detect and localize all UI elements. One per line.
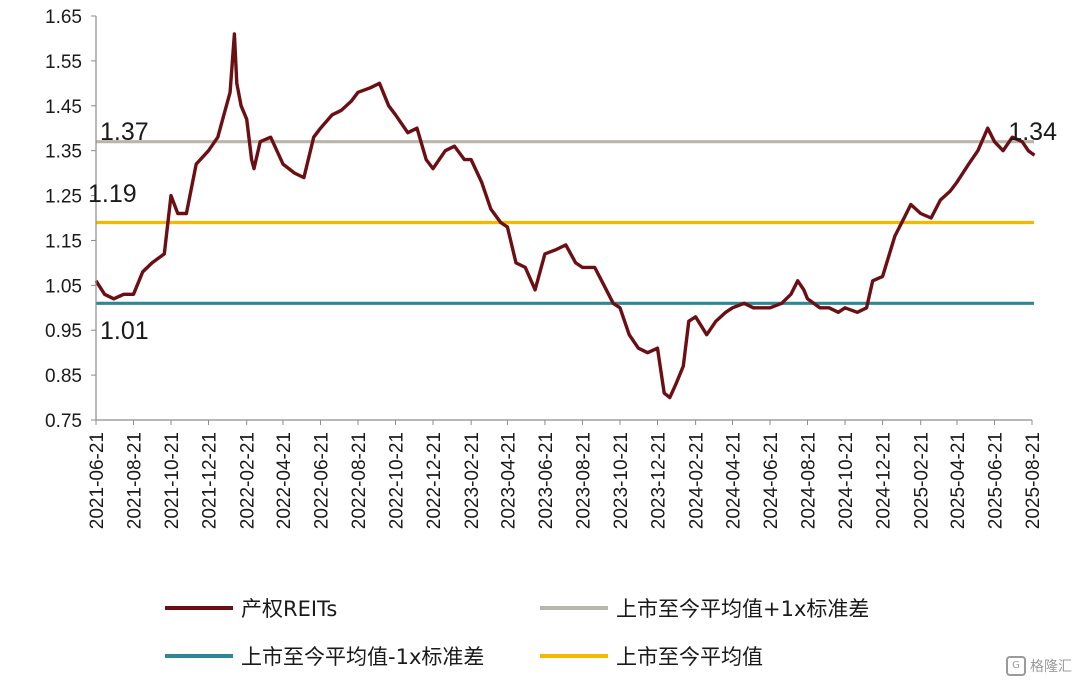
x-tick-label: 2025-02-21 [912,432,933,529]
watermark-logo-icon: G [1006,656,1026,676]
y-tick-label: 1.65 [45,7,82,28]
x-tick-label: 2024-02-21 [687,432,708,529]
x-tick-label: 2022-08-21 [349,432,370,529]
line-chart: 1.65 1.55 1.45 1.35 1.25 1.15 1.05 0.95 0.85 0.75… [45,7,1057,529]
y-tick-label: 1.35 [45,142,82,163]
x-tick-label: 2023-10-21 [611,432,632,529]
x-tick-label: 2022-04-21 [274,432,295,529]
legend-label-mean: 上市至今平均值 [616,645,763,669]
x-tick-label: 2023-04-21 [498,432,519,529]
x-tick-label: 2024-06-21 [761,432,782,529]
legend-item-reits: 产权REITs [165,588,337,628]
legend-label-plus-std: 上市至今平均值+1x标准差 [616,597,870,621]
series-line-group [94,32,1036,400]
annotation-latest: 1.34 [1008,118,1057,146]
watermark: G 格隆汇 [1006,656,1072,676]
y-tick-label: 0.85 [45,366,82,387]
watermark-text: 格隆汇 [1030,659,1072,675]
x-tick-label: 2025-04-21 [948,432,969,529]
x-tick-label: 2022-02-21 [238,432,259,529]
x-axis-ticks: 2021-06-21 2021-08-21 2021-10-21 2021-12-21… [87,420,1044,529]
legend-swatch-reits [165,606,233,610]
y-axis-ticks: 1.65 1.55 1.45 1.35 1.25 1.15 1.05 0.95 0.85 0.75 [45,7,96,432]
x-tick-label: 2025-06-21 [985,432,1006,529]
annotation-plus-std: 1.37 [100,118,149,146]
legend-swatch-mean [540,654,608,658]
x-tick-label: 2022-12-21 [424,432,445,529]
x-tick-label: 2021-08-21 [125,432,146,529]
x-tick-label: 2025-08-21 [1023,432,1044,529]
legend-label-minus-std: 上市至今平均值-1x标准差 [241,645,485,669]
legend-item-plus-std: 上市至今平均值+1x标准差 [540,588,869,628]
legend-label-reits: 产权REITs [241,597,338,621]
y-tick-label: 1.25 [45,187,82,208]
y-tick-label: 1.55 [45,52,82,73]
y-tick-label: 1.15 [45,231,82,252]
x-tick-label: 2023-02-21 [462,432,483,529]
series-line-reits [94,32,1036,400]
legend-item-minus-std: 上市至今平均值-1x标准差 [165,636,484,676]
annotation-mean: 1.19 [88,180,137,208]
annotations: 1.37 1.19 1.01 1.34 [88,118,1057,345]
annotation-minus-std: 1.01 [100,317,149,345]
y-tick-label: 1.05 [45,276,82,297]
x-tick-label: 2021-06-21 [87,432,108,529]
x-tick-label: 2022-06-21 [311,432,332,529]
x-tick-label: 2024-08-21 [799,432,820,529]
y-tick-label: 0.95 [45,321,82,342]
legend-swatch-minus-std [165,654,233,658]
y-tick-label: 1.45 [45,97,82,118]
x-tick-label: 2023-12-21 [648,432,669,529]
x-tick-label: 2024-04-21 [724,432,745,529]
reference-lines [96,140,1034,305]
x-tick-label: 2024-12-21 [874,432,895,529]
legend-item-mean: 上市至今平均值 [540,636,763,676]
y-tick-label: 0.75 [45,411,82,432]
legend: 产权REITs 上市至今平均值+1x标准差 上市至今平均值-1x标准差 上市至今… [0,580,1080,680]
x-tick-label: 2022-10-21 [386,432,407,529]
x-tick-label: 2024-10-21 [836,432,857,529]
x-tick-label: 2023-06-21 [536,432,557,529]
x-tick-label: 2021-12-21 [200,432,221,529]
legend-swatch-plus-std [540,606,608,610]
x-tick-label: 2021-10-21 [162,432,183,529]
x-tick-label: 2023-08-21 [573,432,594,529]
axes [95,16,1032,421]
